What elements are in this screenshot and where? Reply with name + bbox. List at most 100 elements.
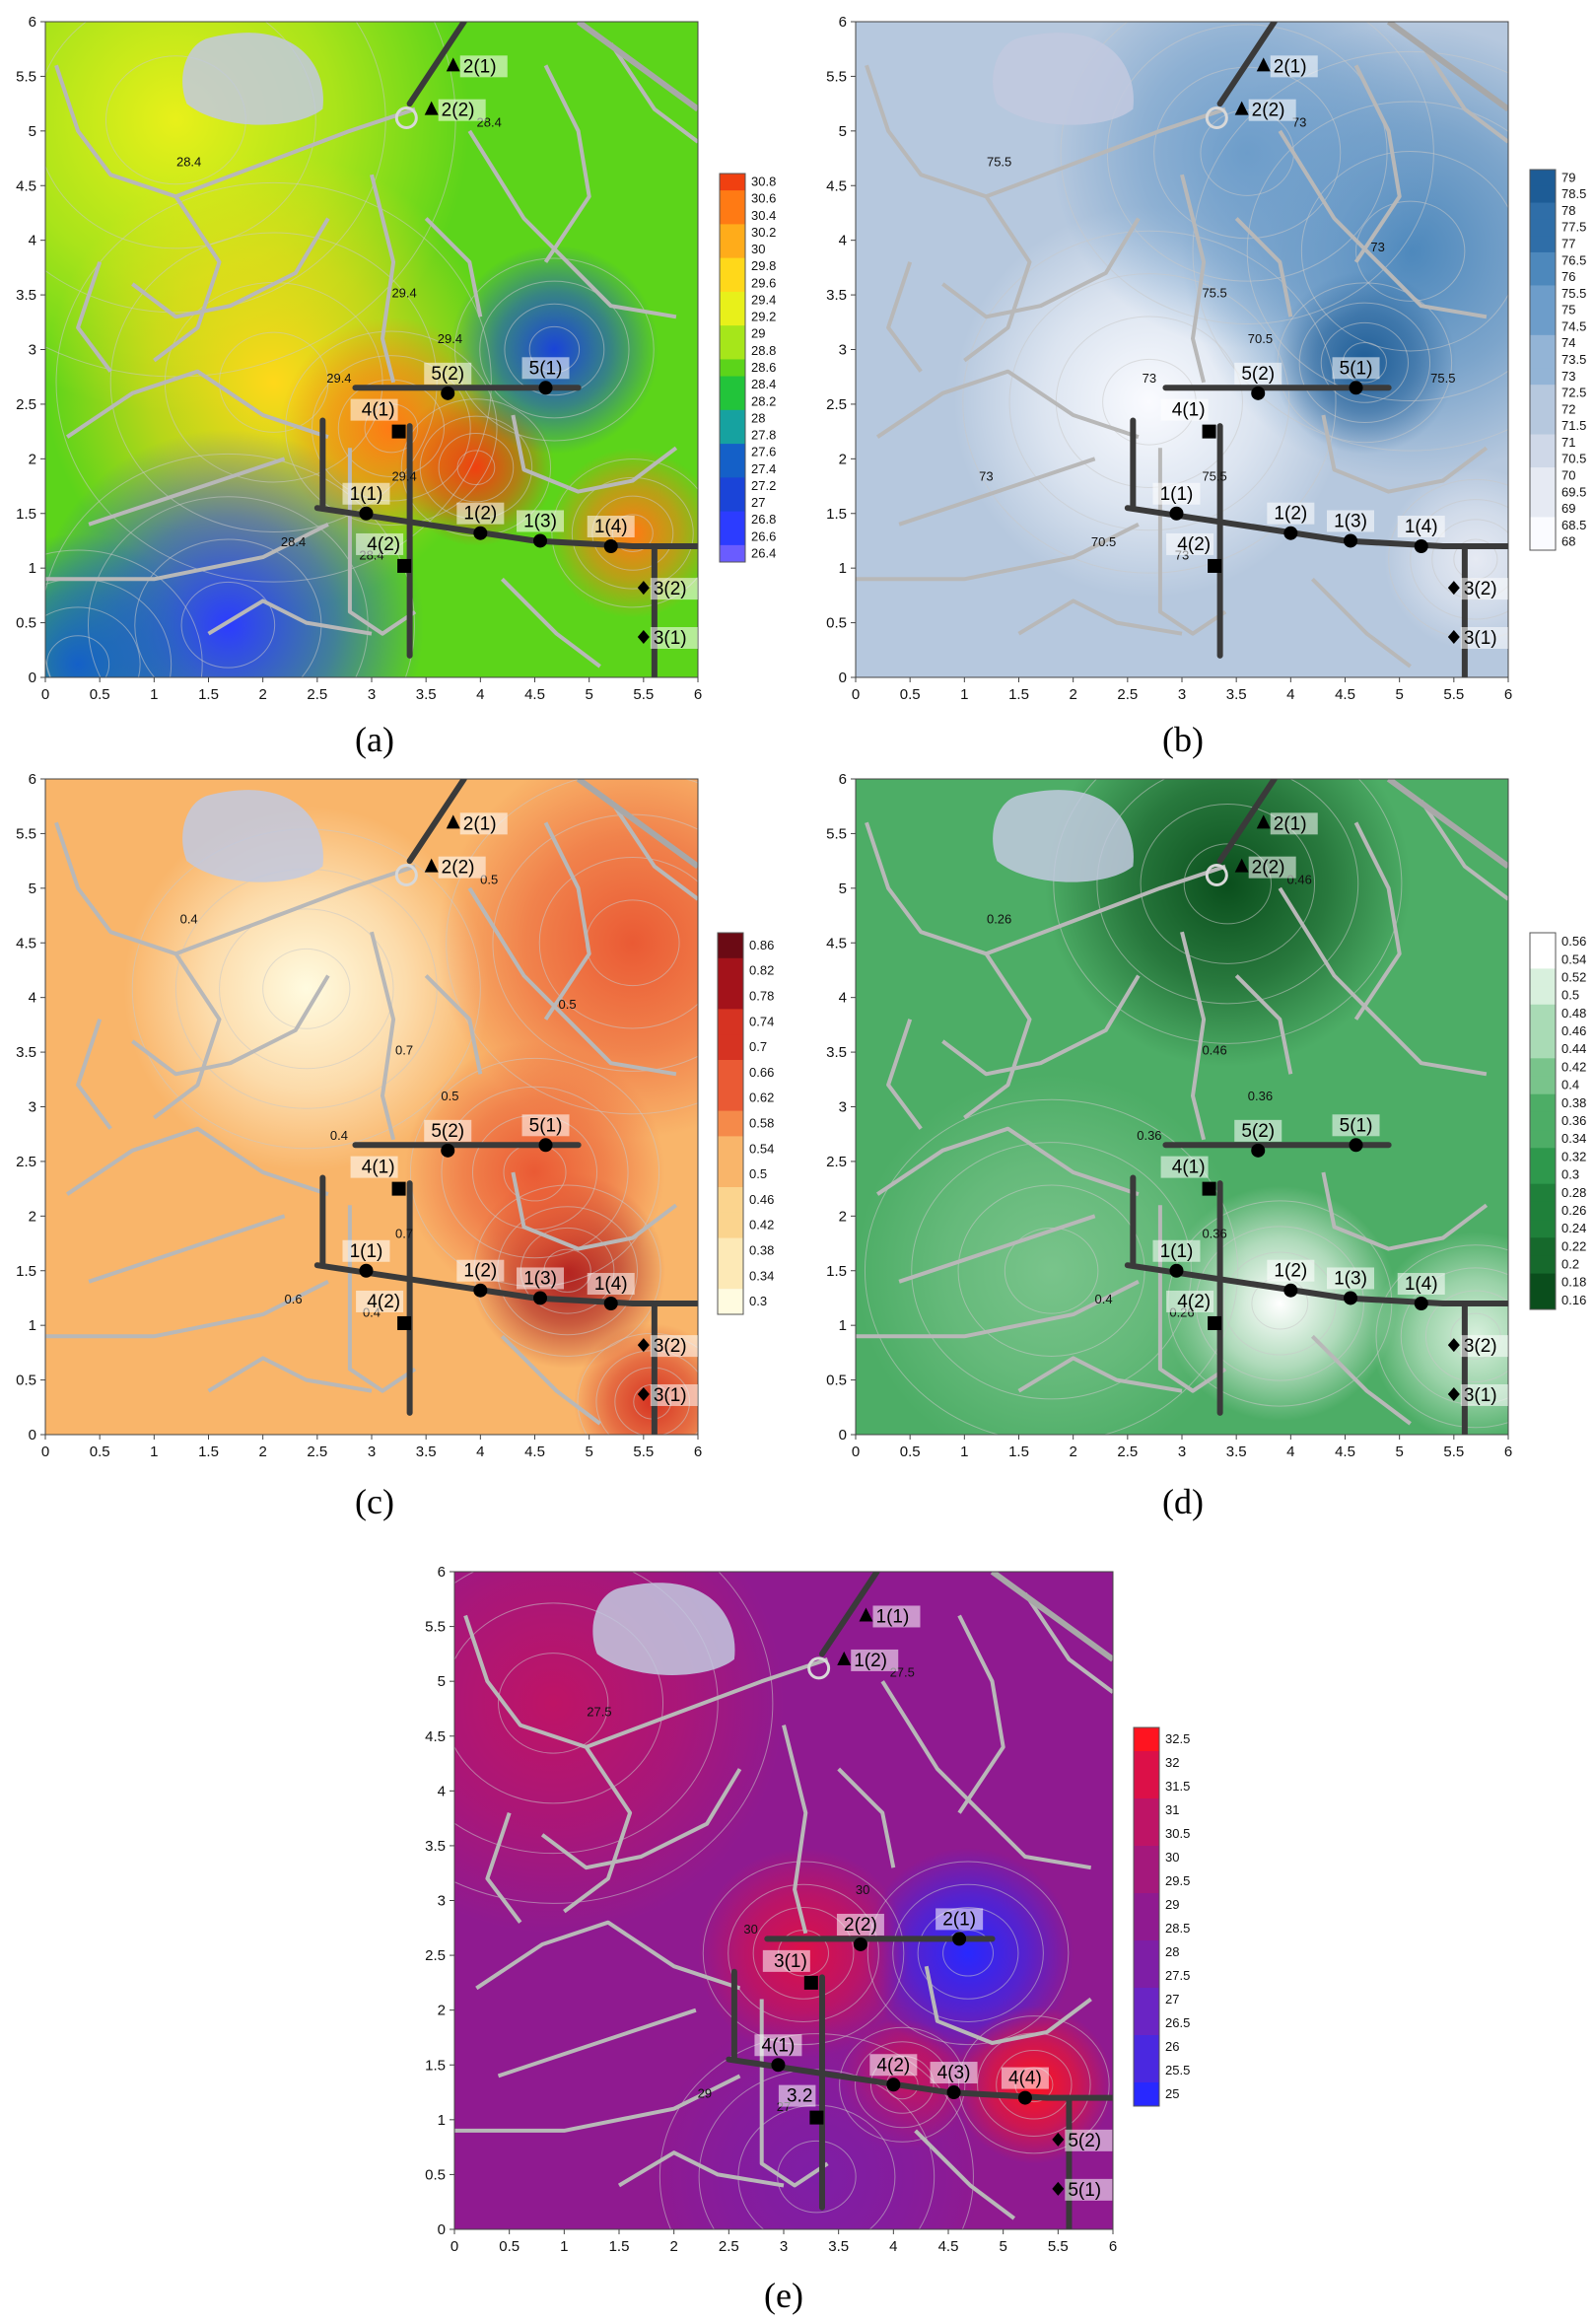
contour-label: 29	[698, 2086, 712, 2101]
point-label: 4(1)	[362, 1158, 395, 1178]
colorbar-tick-label: 71.5	[1561, 418, 1586, 433]
colorbar-tick-label: 0.56	[1561, 934, 1586, 949]
colorbar-swatch	[720, 511, 745, 529]
y-tick-label: 5	[29, 880, 36, 897]
x-tick-label: 1	[960, 1444, 968, 1460]
point-label: 1(2)	[463, 1261, 497, 1282]
contour-line	[55, 181, 492, 583]
point-marker-triangle	[424, 101, 439, 115]
lake-shape	[182, 790, 323, 882]
y-tick-label: 2	[839, 451, 847, 467]
colorbar-tick-label: 0.86	[749, 938, 774, 952]
colorbar-swatch	[720, 444, 745, 461]
colorbar-tick-label: 29.8	[751, 258, 776, 273]
colorbar-tick-label: 75.5	[1561, 286, 1586, 301]
colorbar-swatch	[720, 359, 745, 378]
colorbar-swatch	[1530, 451, 1556, 468]
point-label-bg	[587, 1273, 635, 1295]
x-tick-label: 3.5	[416, 686, 437, 703]
x-tick-label: 0	[41, 686, 49, 703]
point-label: 4(1)	[762, 2035, 796, 2056]
point-label: 5(1)	[1340, 358, 1373, 379]
point-label: 1(4)	[1405, 517, 1438, 537]
point-marker-square	[391, 424, 406, 439]
road-line	[485, 1811, 522, 1924]
point-label: 3(1)	[654, 628, 687, 649]
colorbar-swatch	[720, 224, 745, 243]
colorbar-swatch	[1530, 1093, 1556, 1113]
colorbar-swatch	[718, 1187, 743, 1214]
plot-area: 0.40.40.40.50.60.50.70.70.5	[45, 779, 698, 1435]
colorbar-swatch	[1530, 251, 1556, 270]
point-label: 1(4)	[1405, 1274, 1438, 1295]
colorbar-swatch	[1530, 986, 1556, 1006]
y-tick-label: 2	[29, 1208, 36, 1225]
contour-line	[1183, 843, 1272, 925]
colorbar-swatch	[718, 1289, 743, 1315]
contour-line	[262, 948, 351, 1029]
road-line	[65, 1126, 329, 1197]
x-tick-label: 6	[1109, 2238, 1117, 2255]
x-tick-label: 5.5	[633, 686, 654, 703]
colorbar-swatch	[1530, 1021, 1556, 1041]
colorbar-tick-label: 25	[1165, 2086, 1179, 2101]
point-label-bg	[1152, 1239, 1201, 1262]
x-tick-label: 6	[1504, 1444, 1512, 1460]
colorbar-tick-label: 72	[1561, 401, 1575, 416]
x-tick-label: 3	[780, 2238, 788, 2255]
road-line	[424, 974, 483, 1075]
x-tick-label: 2.5	[1117, 1444, 1138, 1460]
contour-label: 29.4	[438, 331, 462, 346]
road-line	[875, 1126, 1140, 1197]
x-tick-label: 4	[889, 2238, 897, 2255]
point-marker-circle	[853, 1937, 867, 1951]
point-marker-diamond	[1447, 1386, 1460, 1401]
point-marker-square	[803, 1975, 818, 1990]
point-label-bg	[521, 357, 570, 380]
point-label-bg	[1460, 1383, 1508, 1406]
colorbar-swatch	[718, 1009, 743, 1035]
point-label: 1(2)	[463, 504, 497, 525]
colorbar-frame	[1529, 932, 1557, 1310]
y-tick-label: 6	[29, 14, 36, 31]
road-line	[924, 1965, 1092, 2045]
colorbar-swatch	[1134, 2082, 1159, 2107]
colorbar-frame	[1133, 1726, 1160, 2107]
panel-b: 7375.57370.570.57375.575.57375.57300.511…	[826, 14, 1586, 759]
colorbar-frame	[719, 173, 746, 563]
colorbar-tick-label: 75	[1561, 303, 1575, 317]
colorbar-swatch	[1134, 1822, 1159, 1847]
y-tick-label: 4.5	[425, 1728, 446, 1745]
point-label-bg	[1267, 502, 1315, 525]
colorbar-swatch	[1530, 1273, 1556, 1293]
contour-label: 73	[1370, 240, 1384, 254]
y-tick-label: 4	[438, 1783, 446, 1799]
road-line	[511, 1171, 678, 1251]
colorbar-swatch	[1530, 417, 1556, 436]
contour-label: 0.26	[987, 911, 1011, 926]
colorbar-swatch	[718, 1212, 743, 1239]
x-tick-label: 0.5	[90, 686, 110, 703]
contour-line	[1004, 1227, 1099, 1314]
point-label-bg	[1397, 516, 1445, 537]
contour-line	[1060, 22, 1434, 324]
contour-label: 75.5	[1202, 285, 1226, 300]
colorbar-swatch	[1530, 1183, 1556, 1203]
colorbar-swatch	[1530, 1076, 1556, 1095]
colorbar-swatch	[1530, 202, 1556, 220]
contour-line	[1277, 282, 1453, 444]
point-label: 1(2)	[1274, 504, 1307, 525]
point-label-bg	[778, 2084, 816, 2107]
colorbar-tick-label: 32.5	[1165, 1731, 1190, 1746]
contour-label: 29.4	[326, 371, 351, 386]
colorbar-tick-label: 0.34	[1561, 1131, 1586, 1146]
colorbar-tick-label: 0.26	[1561, 1203, 1586, 1218]
point-label: 3(1)	[774, 1951, 807, 1972]
x-tick-label: 0.5	[900, 1444, 921, 1460]
contour-line	[1053, 779, 1403, 1044]
point-label-bg	[350, 398, 398, 421]
colorbar-tick-label: 78	[1561, 203, 1575, 218]
y-tick-label: 4	[29, 990, 36, 1007]
road-line	[886, 261, 923, 373]
